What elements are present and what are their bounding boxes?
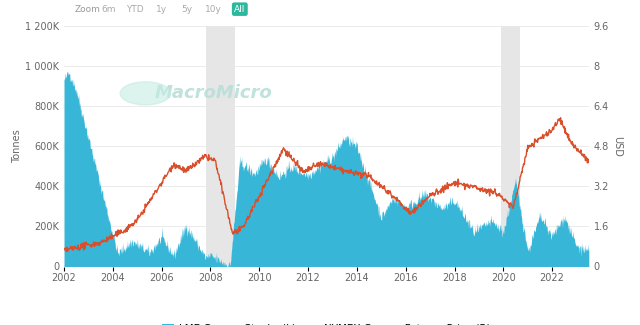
Legend: LME Copper Stocks (L), NYMEX Copper Futures Price (R): LME Copper Stocks (L), NYMEX Copper Futu… [157, 320, 495, 325]
Y-axis label: Tonnes: Tonnes [12, 129, 22, 163]
Text: MacroMicro: MacroMicro [155, 84, 273, 102]
Text: All: All [234, 5, 246, 14]
Text: 1y: 1y [156, 5, 166, 14]
Bar [501, 26, 520, 266]
Bar [205, 26, 235, 266]
Text: 5y: 5y [182, 5, 193, 14]
Text: 6m: 6m [101, 5, 116, 14]
Y-axis label: USD: USD [612, 136, 622, 157]
Circle shape [120, 82, 170, 105]
Text: YTD: YTD [126, 5, 143, 14]
Text: Zoom: Zoom [74, 5, 100, 14]
Text: 10y: 10y [205, 5, 222, 14]
